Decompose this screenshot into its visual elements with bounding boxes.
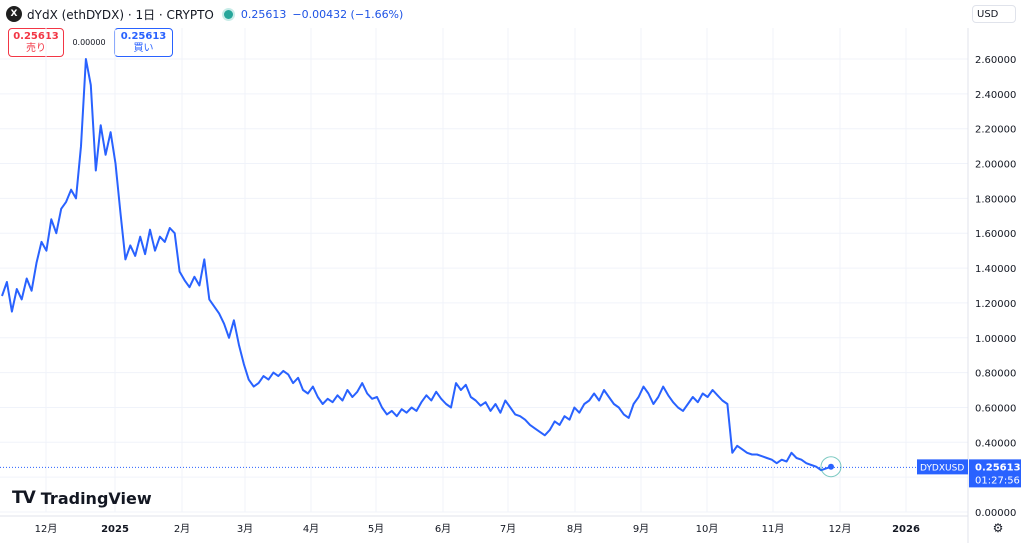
tradingview-mark-icon: TV: [12, 488, 36, 508]
market-open-status-icon: [223, 9, 233, 19]
x-tick-label: 9月: [633, 523, 649, 535]
price-tag-countdown: 01:27:56: [975, 475, 1020, 486]
x-tick-label: 6月: [435, 523, 451, 535]
y-tick-label: 2.20000: [975, 125, 1016, 136]
symbol-title[interactable]: dYdX (ethDYDX) · 1日 · CRYPTO: [27, 7, 214, 22]
last-price: 0.25613: [240, 7, 287, 21]
tradingview-logo: TV TradingView: [12, 488, 152, 508]
y-tick-label: 0.60000: [975, 403, 1016, 414]
price-tag-value: 0.25613: [975, 462, 1021, 473]
x-tick-label: 2026: [892, 524, 920, 535]
y-tick-label: 0.00000: [975, 508, 1016, 519]
y-tick-label: 1.00000: [975, 334, 1016, 345]
spread-value: 0.00000: [72, 38, 106, 47]
y-tick-label: 2.00000: [975, 160, 1016, 171]
buy-button[interactable]: 0.25613 買い: [114, 28, 173, 57]
sell-label: 売り: [26, 43, 46, 54]
x-tick-label: 2月: [174, 523, 190, 535]
y-tick-label: 2.60000: [975, 55, 1016, 66]
x-tick-label: 7月: [500, 523, 516, 535]
x-tick-label: 12月: [35, 523, 58, 535]
y-tick-label: 1.20000: [975, 299, 1016, 310]
currency-selector[interactable]: USD: [972, 5, 1016, 23]
x-tick-label: 4月: [303, 523, 319, 535]
y-tick-label: 1.60000: [975, 229, 1016, 240]
sell-price: 0.25613: [13, 31, 59, 42]
tradingview-wordmark: TradingView: [40, 488, 152, 508]
y-tick-label: 0.40000: [975, 438, 1016, 449]
y-tick-label: 1.40000: [975, 264, 1016, 275]
x-tick-label: 8月: [567, 523, 583, 535]
last-point-marker: [828, 463, 834, 470]
dydx-logo-icon: X: [6, 6, 22, 22]
x-tick-label: 11月: [762, 523, 785, 535]
x-tick-label: 12月: [829, 523, 852, 535]
buy-label: 買い: [133, 43, 154, 54]
price-tag-bg: [969, 459, 1021, 488]
buy-price: 0.25613: [120, 31, 167, 42]
sell-button[interactable]: 0.25613 売り: [8, 28, 64, 57]
symbol-tag-label: DYDXUSD: [920, 463, 964, 473]
last-point-halo: [820, 456, 842, 478]
x-tick-label: 2025: [101, 524, 129, 535]
price-series-line: [1, 58, 832, 472]
settings-gear-icon[interactable]: ⚙: [992, 521, 1004, 535]
y-tick-label: 0.80000: [975, 369, 1016, 380]
y-tick-label: 1.80000: [975, 194, 1016, 205]
x-tick-label: 5月: [368, 523, 384, 535]
price-change: −0.00432 (−1.66%): [292, 7, 404, 21]
symbol-tag-bg: [917, 459, 968, 475]
symbol-header: X dYdX (ethDYDX) · 1日 · CRYPTO 0.25613 −…: [6, 4, 403, 24]
x-tick-label: 3月: [237, 523, 253, 535]
y-tick-label: 2.40000: [975, 90, 1016, 101]
x-tick-label: 10月: [696, 523, 719, 535]
